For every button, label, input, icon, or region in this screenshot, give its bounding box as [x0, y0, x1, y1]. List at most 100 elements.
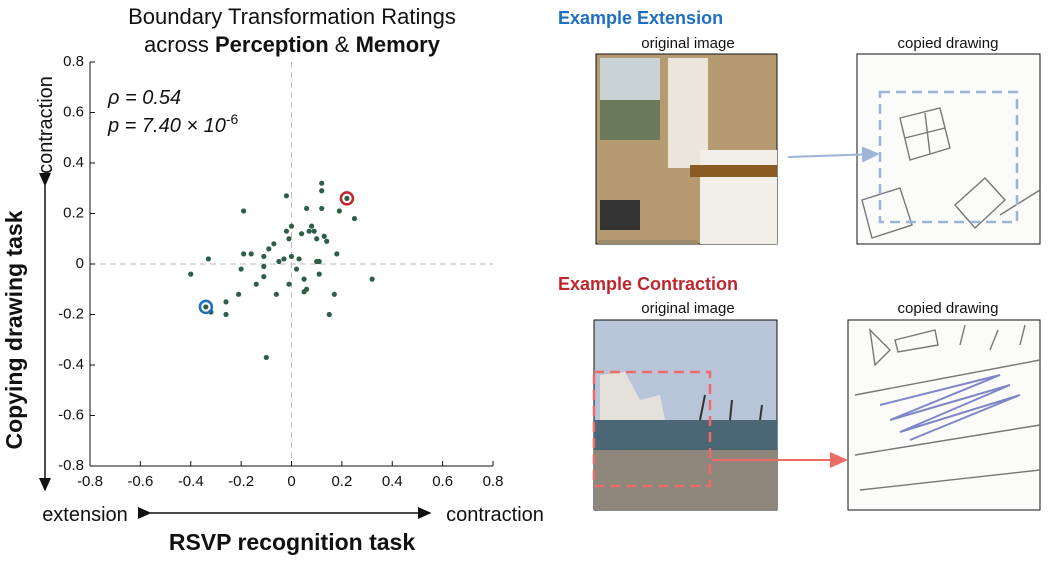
point — [369, 276, 375, 282]
title-part: Perception — [215, 32, 329, 57]
crop-box — [592, 370, 712, 488]
sketch — [861, 107, 1041, 239]
y-tick-label: -0.6 — [58, 406, 84, 423]
point — [316, 258, 322, 265]
point — [331, 291, 337, 297]
point — [326, 311, 332, 318]
y-tick-label: -0.8 — [58, 457, 84, 474]
point — [314, 236, 320, 242]
original-image — [595, 53, 778, 245]
panel-caption: copied drawing — [898, 300, 999, 317]
x-high-label: contraction — [446, 504, 544, 526]
point — [236, 291, 242, 297]
point — [248, 251, 254, 257]
x-tick-label: 0.8 — [483, 473, 504, 490]
copied-drawing — [847, 319, 1041, 511]
x-tick-label: -0.8 — [77, 473, 103, 490]
point — [261, 274, 267, 280]
x-tick-label: 0.6 — [432, 473, 453, 490]
sketch-hatch — [879, 374, 1021, 441]
point — [223, 299, 229, 305]
chart-title: Boundary Transformation Ratings — [128, 4, 456, 29]
chart-title-line2: across Perception & Memory — [144, 32, 441, 57]
point — [205, 256, 211, 262]
point — [253, 281, 259, 287]
y-tick-label: 0.6 — [63, 103, 84, 120]
point — [266, 246, 272, 252]
point — [288, 223, 295, 229]
x-tick-label: 0.4 — [382, 473, 403, 490]
y-tick-label: 0.8 — [63, 53, 84, 70]
highlight-ring — [339, 191, 355, 206]
point — [188, 271, 194, 277]
point — [301, 276, 307, 282]
point — [306, 228, 312, 234]
point — [351, 215, 358, 222]
title-part: across — [144, 32, 215, 57]
highlight-ring — [198, 299, 214, 315]
point — [281, 256, 287, 262]
point — [271, 241, 277, 247]
x-tick-label: -0.4 — [178, 473, 204, 490]
panel-title: Example Extension — [558, 8, 723, 28]
y-tick-label: 0 — [76, 255, 84, 272]
annotation: p = 7.40 × 10-6 — [107, 111, 239, 137]
annotation-part: p = 7.40 × 10 — [107, 115, 226, 137]
title-part: & — [329, 32, 356, 57]
point — [273, 291, 279, 297]
point — [319, 188, 325, 194]
sketch — [854, 324, 1041, 491]
point — [319, 180, 325, 186]
point — [223, 311, 229, 318]
y-high-label: contraction — [35, 76, 57, 174]
y-axis-label: Copying drawing task — [1, 210, 27, 449]
point — [316, 271, 322, 277]
point — [336, 208, 342, 214]
point — [238, 266, 244, 272]
annotation-exponent: -6 — [226, 111, 239, 127]
panel-caption: copied drawing — [898, 35, 999, 52]
original-image — [593, 319, 778, 511]
panel-caption: original image — [641, 35, 734, 52]
point — [344, 195, 350, 201]
point — [304, 286, 310, 292]
crop-box — [878, 90, 1019, 224]
panel-arrow — [787, 146, 880, 163]
point — [304, 205, 310, 212]
annotation: ρ = 0.54 — [107, 87, 181, 109]
title-part: Memory — [356, 32, 441, 57]
point — [311, 228, 317, 234]
y-tick-label: -0.4 — [58, 356, 84, 373]
point — [296, 256, 302, 262]
point — [283, 228, 290, 234]
x-axis-label: RSVP recognition task — [169, 529, 415, 555]
point — [241, 251, 247, 257]
x-tick-label: 0 — [287, 473, 295, 490]
point — [319, 205, 325, 212]
point — [203, 304, 209, 310]
point — [286, 281, 292, 287]
point — [261, 263, 267, 270]
point — [321, 233, 327, 239]
x-tick-label: -0.2 — [228, 473, 254, 490]
y-tick-label: -0.2 — [58, 305, 84, 322]
point — [334, 251, 340, 257]
point — [276, 258, 282, 265]
point — [293, 266, 300, 272]
y-tick-label: 0.2 — [63, 204, 84, 221]
point — [241, 208, 247, 214]
panel-title: Example Contraction — [558, 274, 738, 294]
point — [298, 231, 305, 237]
x-tick-label: 0.2 — [331, 473, 352, 490]
panel-caption: original image — [641, 300, 734, 317]
point — [261, 253, 267, 260]
y-tick-label: 0.4 — [63, 154, 84, 171]
x-low-label: extension — [42, 504, 128, 526]
point — [309, 223, 315, 229]
point — [286, 236, 292, 242]
point — [263, 354, 269, 361]
point — [288, 253, 295, 260]
point — [283, 193, 290, 199]
point — [324, 238, 330, 244]
